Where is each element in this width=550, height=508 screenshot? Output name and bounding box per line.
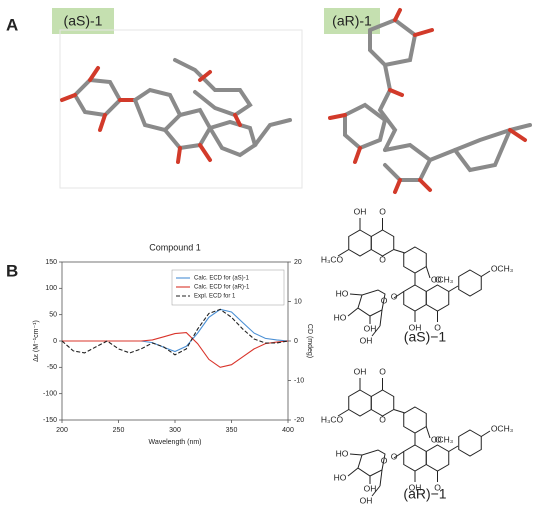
panel-label: B	[6, 261, 18, 280]
y-tick-label: 50	[49, 312, 57, 319]
molecule-render	[60, 8, 532, 194]
atom-label: O	[435, 434, 442, 444]
atom-label: O	[381, 295, 388, 305]
y2-tick-label: 0	[294, 338, 298, 345]
structure-label: (aR)−1	[403, 486, 446, 502]
chart-title: Compound 1	[149, 242, 201, 252]
legend-box	[171, 269, 285, 306]
structure-label: (aS)−1	[404, 329, 447, 345]
atom-label: OH	[364, 483, 377, 493]
atom-label: O	[379, 414, 386, 424]
atom-label: O	[391, 291, 398, 301]
atom-label: HO	[336, 448, 349, 458]
legend-label: Calc. ECD for (aR)-1	[194, 285, 250, 291]
y-tick-label: 100	[45, 285, 57, 292]
y2-tick-label: 20	[294, 259, 302, 266]
legend-label: Calc. ECD for (aS)-1	[194, 276, 250, 282]
atom-label: OCH₃	[431, 274, 453, 284]
atom-label: O	[391, 451, 398, 461]
structure-skeleton	[337, 377, 491, 497]
atom-label: OH	[354, 366, 367, 376]
x-tick-label: 400	[282, 427, 294, 434]
series-line	[61, 308, 289, 356]
atom-label: O	[381, 455, 388, 465]
atom-label: OH	[409, 482, 422, 492]
atom-label: HO	[336, 288, 349, 298]
y2-tick-label: -20	[294, 417, 304, 424]
chart: Compound 1-150-100-50050100150-20-100102…	[33, 242, 313, 445]
y-axis-label: Δε (M⁻¹cm⁻¹)	[33, 320, 40, 362]
y-tick-label: -50	[47, 364, 57, 371]
y-tick-label: -150	[43, 417, 57, 424]
panel-label: A	[6, 15, 18, 34]
atom-label: O	[379, 206, 386, 216]
legend-label: Expl. ECD for 1	[194, 294, 236, 300]
atom-label: HO	[334, 312, 347, 322]
atom-label: O	[379, 366, 386, 376]
structure-skeleton	[337, 217, 491, 337]
conformer-label: (aS)-1	[64, 13, 103, 29]
atom-label: OH	[360, 495, 373, 505]
y2-tick-label: 10	[294, 298, 302, 305]
y-tick-label: 150	[45, 259, 57, 266]
x-tick-label: 350	[226, 427, 238, 434]
y-tick-label: -100	[43, 391, 57, 398]
atom-label: H₃CO	[321, 254, 344, 264]
atom-label: O	[379, 254, 386, 264]
render-frame	[59, 29, 303, 189]
atom-label: O	[435, 274, 442, 284]
conformer-label: (aR)-1	[332, 13, 372, 29]
y2-tick-label: -10	[294, 377, 304, 384]
y2-axis-label: CD (mdeg)	[306, 324, 313, 358]
atom-label: OH	[354, 206, 367, 216]
series-line	[62, 308, 289, 353]
y-tick-label: 0	[53, 338, 57, 345]
series-line	[62, 332, 289, 368]
atom-label: OCH₃	[491, 423, 513, 433]
atom-label: OCH₃	[491, 263, 513, 273]
atom-label: OH	[364, 323, 377, 333]
atom-label: O	[434, 322, 441, 332]
atom-label: OH	[409, 322, 422, 332]
x-tick-label: 300	[169, 427, 181, 434]
atom-label: OCH₃	[431, 434, 453, 444]
atom-label: OH	[360, 335, 373, 345]
x-axis-label: Wavelength (nm)	[148, 439, 201, 446]
x-tick-label: 250	[113, 427, 125, 434]
atom-label: HO	[334, 472, 347, 482]
atom-label: O	[434, 482, 441, 492]
atom-label: H₃CO	[321, 414, 344, 424]
x-tick-label: 200	[56, 427, 68, 434]
